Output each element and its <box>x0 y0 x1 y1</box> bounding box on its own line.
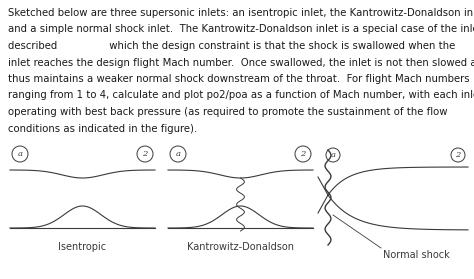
Text: 2: 2 <box>456 151 461 159</box>
Text: ranging from 1 to 4, calculate and plot po2/poa as a function of Mach number, wi: ranging from 1 to 4, calculate and plot … <box>8 90 474 100</box>
Text: conditions as indicated in the figure).: conditions as indicated in the figure). <box>8 124 197 133</box>
Text: 2: 2 <box>142 150 148 158</box>
Text: Isentropic: Isentropic <box>58 242 107 252</box>
Text: thus maintains a weaker normal shock downstream of the throat.  For flight Mach : thus maintains a weaker normal shock dow… <box>8 74 470 84</box>
Text: and a simple normal shock inlet.  The Kantrowitz-Donaldson inlet is a special ca: and a simple normal shock inlet. The Kan… <box>8 25 474 35</box>
Text: described                which the design constraint is that the shock is swallo: described which the design constraint is… <box>8 41 455 51</box>
Text: a: a <box>175 150 181 158</box>
Text: a: a <box>18 150 22 158</box>
Text: Normal shock: Normal shock <box>383 250 450 260</box>
Text: inlet reaches the design flight Mach number.  Once swallowed, the inlet is not t: inlet reaches the design flight Mach num… <box>8 57 474 68</box>
Text: Kantrowitz-Donaldson: Kantrowitz-Donaldson <box>187 242 294 252</box>
Text: operating with best back pressure (as required to promote the sustainment of the: operating with best back pressure (as re… <box>8 107 447 117</box>
Text: 2: 2 <box>301 150 306 158</box>
Text: a: a <box>330 151 336 159</box>
Text: Sketched below are three supersonic inlets: an isentropic inlet, the Kantrowitz-: Sketched below are three supersonic inle… <box>8 8 474 18</box>
